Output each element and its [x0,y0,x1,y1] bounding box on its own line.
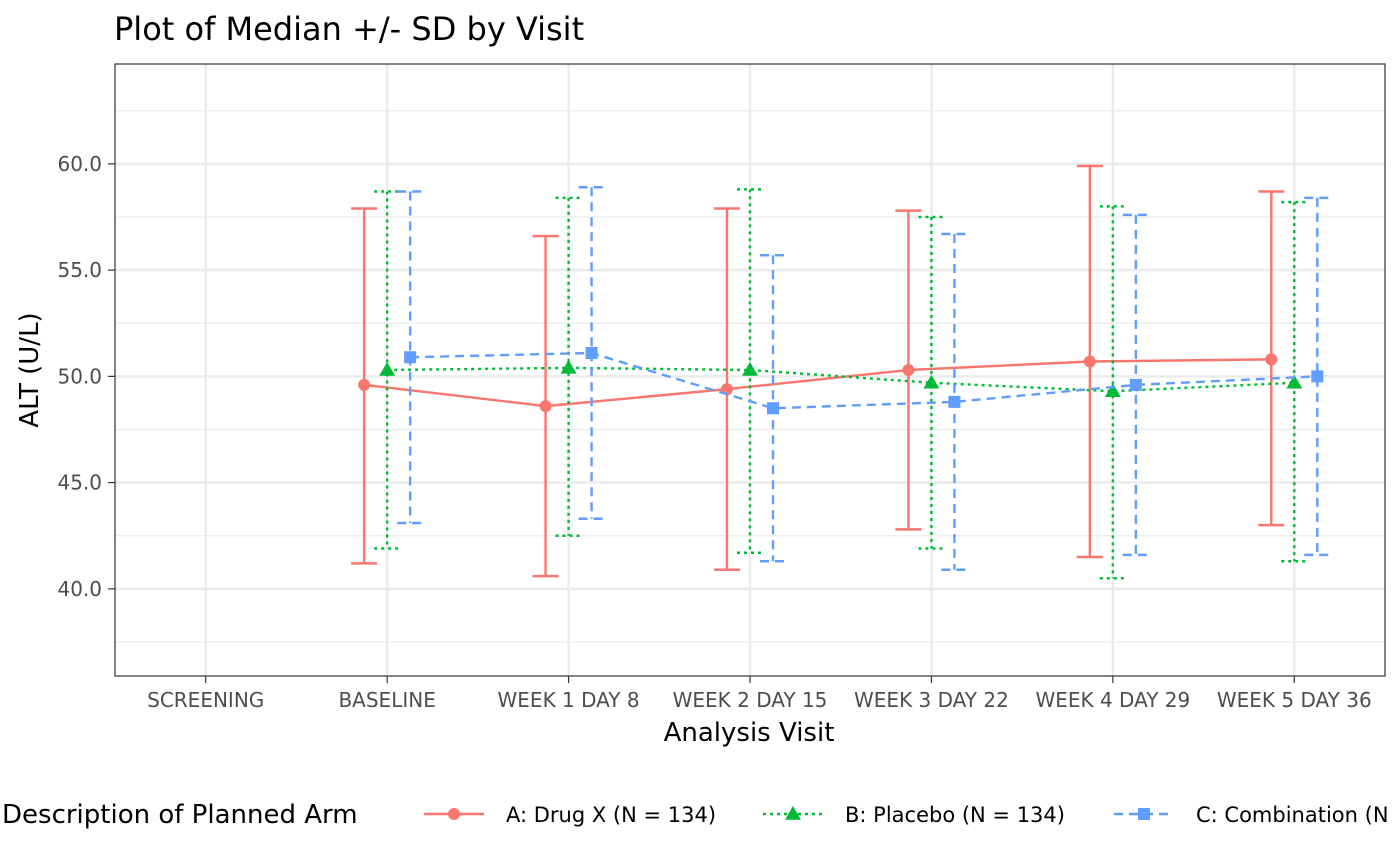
legend-key-marker [448,808,460,820]
data-point [358,378,371,391]
data-point [1104,383,1121,398]
data-point [1265,353,1278,366]
x-tick-label: WEEK 4 DAY 29 [1035,688,1190,712]
x-tick-label: WEEK 5 DAY 36 [1217,688,1372,712]
data-point [585,347,598,359]
legend-label: A: Drug X (N = 134) [506,803,716,827]
data-point [767,402,779,415]
series-line [364,358,1272,408]
data-point [742,362,758,376]
y-axis-title: ALT (U/L) [15,312,45,427]
legend-key-marker [1138,808,1150,820]
legend: Description of Planned Arm A: Drug X (N … [2,800,1389,830]
x-tick-label: WEEK 3 DAY 22 [854,688,1009,712]
data-point [1129,378,1142,391]
data-point [1311,370,1324,383]
legend-item-triangle: B: Placebo (N = 134) [763,803,1065,827]
y-tick-label: 60.0 [57,152,102,176]
data-point [1083,355,1096,368]
y-tick-label: 40.0 [57,577,102,601]
data-point [379,362,396,376]
data-point [560,359,577,374]
legend-label: B: Placebo (N = 134) [845,803,1065,827]
series-line [387,366,1295,393]
x-tick-label: WEEK 1 DAY 8 [498,688,640,712]
data-point [948,395,961,408]
series-square [397,186,1331,571]
legend-item-circle: A: Drug X (N = 134) [424,803,716,827]
y-tick-label: 45.0 [57,471,102,495]
data-point [923,374,940,389]
y-tick-label: 55.0 [57,258,102,282]
data-layer [351,164,1331,580]
series-triangle [374,188,1308,580]
series-line [410,351,1318,410]
data-point [404,351,417,364]
axes: 40.0 45.0 50.0 55.0 60.0 SCREENING BASELINE WEE… [57,63,1386,712]
data-point [1286,374,1303,389]
legend-item-square: C: Combination (N [1114,803,1389,827]
x-tick-label: SCREENING [147,688,264,712]
x-tick-label: BASELINE [338,688,435,712]
legend-title: Description of Planned Arm [2,800,358,830]
chart-title: Plot of Median +/- SD by Visit [114,10,584,48]
data-point [539,400,552,413]
x-tick-label: WEEK 2 DAY 15 [673,688,828,712]
x-axis-title: Analysis Visit [664,718,835,748]
series-circle [351,164,1285,578]
y-tick-label: 50.0 [57,364,102,388]
data-point [902,364,915,376]
legend-label: C: Combination (N [1196,803,1389,827]
legend-key-marker [785,806,801,820]
